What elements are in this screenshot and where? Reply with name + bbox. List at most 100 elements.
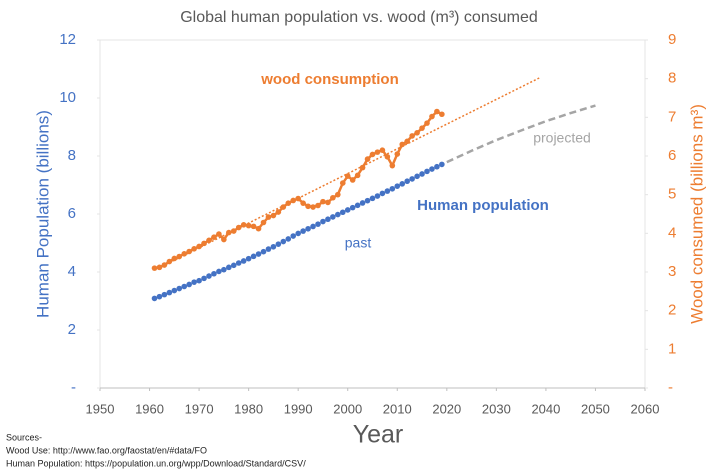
y2-tick-label: 9 — [668, 31, 676, 48]
y2-tick-label: 8 — [668, 70, 676, 87]
data-point — [379, 147, 386, 153]
data-point — [211, 234, 217, 240]
data-point — [206, 237, 212, 244]
source-text: Human Population: https://population.un.… — [6, 458, 306, 468]
x-tick-label: 2020 — [432, 401, 461, 416]
x-tick-label: 2000 — [333, 401, 362, 416]
data-point — [221, 266, 227, 273]
x-tick-label: 2060 — [631, 401, 660, 416]
data-point — [419, 125, 425, 131]
y2-tick-label: 1 — [668, 340, 676, 357]
source-text: Sources- — [6, 432, 42, 442]
data-point — [335, 191, 341, 198]
data-point — [295, 230, 301, 237]
data-point — [156, 293, 163, 300]
data-point — [300, 228, 306, 234]
data-point — [330, 194, 336, 201]
data-point — [344, 207, 351, 213]
x-tick-label: 1960 — [135, 401, 164, 416]
data-point — [240, 222, 247, 228]
y2-tick-label: 4 — [668, 224, 676, 241]
data-point — [320, 218, 326, 225]
data-point — [354, 172, 361, 179]
data-point — [166, 258, 173, 265]
x-tick-label: 1950 — [86, 401, 115, 416]
y2-tick-label: 3 — [668, 263, 676, 280]
x-tick-label: 1970 — [185, 401, 214, 416]
data-point — [235, 260, 242, 266]
data-point — [320, 198, 326, 205]
data-point — [240, 258, 247, 264]
data-point — [280, 238, 287, 245]
data-point — [424, 168, 430, 175]
data-point — [275, 209, 282, 215]
data-point — [255, 251, 262, 257]
x-tick-label: 2030 — [482, 401, 511, 416]
data-point — [176, 285, 183, 292]
data-point — [315, 221, 321, 227]
data-point — [384, 188, 391, 194]
data-point — [330, 214, 336, 220]
series-label: Human population — [417, 197, 549, 214]
data-point — [171, 255, 178, 262]
y-tick-label: 12 — [59, 31, 76, 48]
data-point — [384, 153, 391, 160]
y-tick-label: 4 — [68, 263, 76, 280]
data-point — [429, 113, 435, 120]
data-point — [290, 233, 297, 239]
data-point — [344, 173, 351, 179]
data-point — [409, 133, 415, 139]
data-point — [260, 248, 267, 255]
data-point — [201, 275, 207, 282]
data-point — [439, 161, 445, 168]
series-label: wood consumption — [260, 71, 398, 88]
data-point — [255, 225, 262, 232]
plot-frame — [99, 39, 646, 389]
data-point — [349, 204, 356, 211]
data-point — [399, 141, 406, 148]
data-point — [206, 273, 212, 279]
data-point — [424, 120, 430, 126]
data-point — [211, 270, 217, 277]
data-point — [201, 240, 207, 247]
data-point — [181, 251, 188, 257]
annotation: past — [345, 235, 372, 251]
data-point — [379, 190, 386, 197]
y-tick-label: - — [71, 379, 76, 396]
data-point — [270, 212, 277, 219]
data-point — [250, 253, 257, 260]
y2-axis-title: Wood consumed (billions m³) — [687, 104, 706, 324]
data-point — [151, 295, 158, 302]
data-point — [250, 223, 257, 230]
data-point — [196, 277, 202, 284]
data-point — [305, 203, 311, 210]
chart-title: Global human population vs. wood (m³) co… — [180, 9, 538, 26]
data-point — [191, 279, 197, 285]
y2-tick-label: 2 — [668, 302, 676, 319]
series-label: projected — [533, 130, 591, 146]
data-point — [374, 149, 381, 155]
data-point — [409, 176, 415, 182]
source-text: Wood Use: http://www.fao.org/faostat/en/… — [6, 445, 207, 455]
data-point — [310, 223, 316, 230]
data-point — [186, 281, 192, 288]
data-point — [339, 209, 346, 216]
data-point — [216, 231, 222, 237]
data-point — [300, 200, 306, 206]
data-point — [166, 289, 173, 296]
data-point — [245, 255, 252, 262]
y-tick-label: 8 — [68, 147, 76, 164]
data-point — [260, 219, 267, 226]
data-point — [394, 183, 401, 189]
data-point — [245, 222, 252, 229]
y2-tick-label: 7 — [668, 108, 676, 125]
data-point — [354, 202, 361, 209]
data-point — [364, 156, 371, 162]
data-point — [221, 236, 227, 243]
data-point — [374, 193, 381, 199]
data-point — [305, 225, 311, 232]
data-point — [270, 243, 277, 250]
data-point — [161, 291, 168, 298]
data-point — [315, 202, 321, 209]
